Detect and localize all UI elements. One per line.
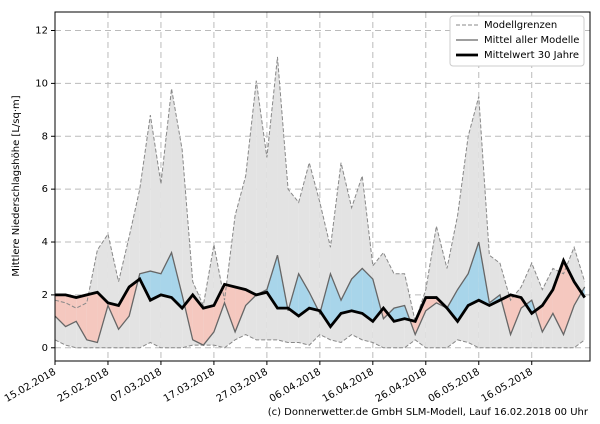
deviation-fill [298, 273, 310, 317]
deviation-fill [235, 286, 246, 332]
y-axis-label: Mittlere Niederschlagshöhe [L/sq·m] [11, 95, 22, 276]
x-tick-label: 06.04.2018 [268, 367, 323, 405]
deviation-fill [468, 242, 479, 306]
y-tick-label: 8 [42, 131, 48, 142]
x-tick-label: 16.04.2018 [321, 367, 376, 405]
model-range-band [288, 189, 299, 343]
model-range-band [309, 162, 320, 346]
model-range-band [478, 96, 490, 348]
climate-mean-line [55, 256, 586, 329]
model-range-band [446, 215, 458, 348]
model-range-band [256, 80, 267, 340]
deviation-fill [552, 260, 564, 335]
model-range-band [129, 189, 140, 348]
plot-frame [54, 11, 591, 362]
x-tick-label: 25.02.2018 [56, 367, 111, 405]
y-tick-label: 12 [35, 26, 48, 37]
model-range-band [436, 226, 447, 348]
deviation-fill [213, 284, 225, 332]
model-range-band [351, 175, 363, 340]
y-tick-label: 0 [42, 343, 48, 354]
x-tick-label: 27.03.2018 [215, 367, 270, 405]
deviation-fill [76, 294, 87, 340]
deviation-fill [372, 279, 382, 322]
model-range-band [341, 162, 352, 343]
y-tick-label: 4 [42, 237, 48, 248]
deviation-fill [192, 294, 204, 346]
model-range-band [160, 88, 172, 348]
x-tick-label: 06.05.2018 [427, 367, 482, 405]
model-range-band [383, 252, 395, 348]
deviation-fill [65, 294, 77, 327]
deviation-fill [171, 252, 183, 309]
deviation-fill [574, 281, 582, 306]
y-tick-label: 10 [35, 78, 48, 89]
x-tick-label: 15.02.2018 [3, 367, 58, 405]
deviation-fill [351, 268, 363, 314]
legend-box [449, 15, 585, 67]
model-range-band [468, 96, 479, 348]
model-range-band [107, 234, 119, 348]
deviation-fill [510, 294, 522, 335]
model-mean-line [54, 241, 586, 346]
x-tick-label: 17.03.2018 [162, 367, 217, 405]
model-range-band [425, 226, 437, 348]
x-tick-label: 26.04.2018 [374, 367, 429, 405]
deviation-fill [97, 292, 108, 343]
deviation-fill [150, 271, 161, 301]
deviation-fill [425, 297, 437, 311]
y-tick-label: 6 [42, 184, 48, 195]
model-range-band [298, 162, 310, 346]
model-range-band [171, 88, 183, 348]
legend-label: Modellgrenzen [484, 20, 557, 31]
deviation-fill [542, 289, 553, 332]
y-tick-label: 2 [42, 290, 48, 301]
model-range-band [245, 80, 257, 340]
model-range-band [574, 247, 585, 348]
model-upper-line [54, 56, 586, 324]
deviation-fill [341, 279, 352, 314]
legend-label: Mittelwert 30 Jahre [484, 50, 579, 61]
deviation-fill [446, 289, 458, 322]
deviation-fill [203, 305, 214, 346]
deviation-fill [86, 292, 98, 343]
footer: (c) Donnerwetter.de GmbH SLM-Modell, Lau… [268, 407, 589, 418]
deviation-fill [160, 252, 172, 298]
deviation-fill [224, 284, 236, 332]
deviation-fill [330, 273, 342, 327]
x-tick-label: 07.03.2018 [109, 367, 164, 405]
legend-label: Mittel aller Modelle [484, 35, 579, 46]
x-tick-label: 16.05.2018 [480, 367, 535, 405]
deviation-fill [394, 305, 405, 322]
model-range-band [404, 273, 416, 348]
model-lower-line [54, 333, 586, 349]
deviation-fill [362, 268, 373, 322]
